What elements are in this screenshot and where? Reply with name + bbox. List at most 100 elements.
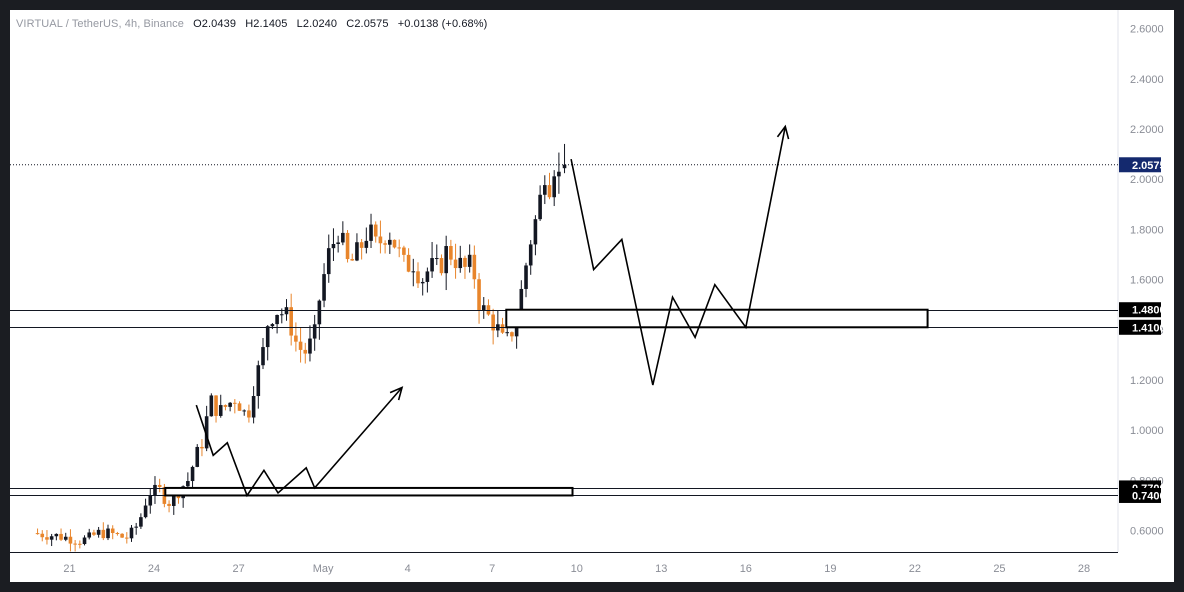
candle-body xyxy=(270,324,275,327)
level-badge xyxy=(1119,302,1161,318)
candle-body xyxy=(336,242,340,244)
candle-body xyxy=(115,533,120,535)
candle-body xyxy=(35,533,40,535)
candle-body xyxy=(453,259,458,269)
legend-open-label: O xyxy=(193,18,202,30)
candle-body xyxy=(63,536,68,540)
candle-body xyxy=(467,254,472,267)
candle-body xyxy=(279,314,284,316)
candle-body xyxy=(477,279,481,311)
candle-body xyxy=(45,537,49,540)
candle-body xyxy=(261,347,265,366)
current-price-badge xyxy=(1119,157,1161,173)
x-tick-label: 27 xyxy=(232,563,244,575)
candle-body xyxy=(359,242,364,248)
candle-body xyxy=(458,257,463,269)
projection-path xyxy=(195,387,403,498)
projection-path xyxy=(570,126,787,386)
projection-arrowhead xyxy=(776,124,790,140)
grid-layer xyxy=(10,10,1119,553)
candle-body xyxy=(449,246,453,260)
x-tick-label: 24 xyxy=(148,563,160,575)
x-tick-label: 21 xyxy=(63,563,75,575)
candle-body xyxy=(101,529,106,539)
legend-close-label: C xyxy=(346,18,355,30)
candle-body xyxy=(538,194,542,220)
y-tick-label: 1.8000 xyxy=(1130,224,1164,236)
candle-body xyxy=(242,410,247,412)
candle-body xyxy=(481,305,486,311)
candle-body xyxy=(78,543,82,545)
candle-body xyxy=(59,533,63,540)
legend-close-value: 2.0575 xyxy=(354,18,389,30)
candle-body xyxy=(54,533,59,537)
candle-body xyxy=(350,259,355,261)
x-tick-label: 4 xyxy=(405,563,411,575)
projection-arrowhead xyxy=(389,386,404,401)
level-badge-label: 1.4800 xyxy=(1132,305,1166,317)
candle-body xyxy=(110,528,115,534)
x-tick-label: 10 xyxy=(571,563,583,575)
candle-body xyxy=(265,326,270,348)
current-price-badge-label: 2.0575 xyxy=(1132,160,1166,172)
candle-body xyxy=(491,314,495,331)
candle-body xyxy=(73,543,77,545)
candle-body xyxy=(214,395,218,416)
level-badge-label: 1.4100 xyxy=(1132,322,1166,334)
candle-body xyxy=(411,271,416,273)
x-tick-label: 7 xyxy=(489,563,495,575)
candle-body xyxy=(209,395,214,417)
candle-body xyxy=(528,244,533,266)
candle-body xyxy=(157,484,162,487)
candle-body xyxy=(519,288,524,326)
candle-body xyxy=(444,246,448,274)
candle-body xyxy=(472,254,477,280)
candle-body xyxy=(510,332,514,337)
candle-body xyxy=(378,236,383,244)
candle-body xyxy=(312,324,317,339)
candle-body xyxy=(256,365,261,397)
candle-body xyxy=(251,396,256,418)
chart-panel[interactable]: 0.60000.80001.00001.20001.40001.60001.80… xyxy=(10,10,1174,582)
candle-body xyxy=(68,536,73,544)
legend-high-value: 2.1405 xyxy=(253,18,288,30)
candle-body xyxy=(355,242,359,261)
level-badge xyxy=(1119,319,1161,335)
candle-body xyxy=(303,349,308,354)
candle-body xyxy=(326,248,331,275)
legend-high-label: H xyxy=(245,18,254,30)
candle-body xyxy=(294,335,298,342)
candle-body xyxy=(383,243,387,245)
candle-body xyxy=(134,526,138,528)
candle-body xyxy=(562,164,567,169)
x-tick-label: 16 xyxy=(740,563,752,575)
candle-body xyxy=(425,271,430,282)
legend-low-value: 2.0240 xyxy=(302,18,338,30)
candle-body xyxy=(171,494,176,506)
candle-body xyxy=(237,403,242,411)
candle-body xyxy=(397,247,402,249)
candle-body xyxy=(275,314,279,325)
candle-body xyxy=(106,528,110,539)
candle-body xyxy=(430,258,434,272)
price-chart[interactable]: 0.60000.80001.00001.20001.40001.60001.80… xyxy=(10,10,1174,582)
x-tick-label: 28 xyxy=(1078,563,1090,575)
candle-body xyxy=(369,224,373,241)
candle-body xyxy=(557,171,561,177)
candle-body xyxy=(124,537,129,539)
y-tick-label: 1.0000 xyxy=(1130,425,1164,437)
candle-body xyxy=(298,341,303,350)
levels-layer xyxy=(10,164,1118,497)
x-tick-label: May xyxy=(313,563,334,575)
x-tick-label: 19 xyxy=(824,563,836,575)
chart-legend: VIRTUAL / TetherUS, 4h, Binance O2.0439 … xyxy=(16,18,487,30)
candle-body xyxy=(439,258,444,274)
candle-body xyxy=(505,332,510,334)
candle-body xyxy=(322,274,326,301)
x-tick-label: 13 xyxy=(655,563,667,575)
candle-body xyxy=(500,324,505,333)
candle-body xyxy=(143,505,148,518)
candle-body xyxy=(486,305,491,315)
candle-body xyxy=(40,533,45,538)
axes-layer: 0.60000.80001.00001.20001.40001.60001.80… xyxy=(63,24,1165,575)
